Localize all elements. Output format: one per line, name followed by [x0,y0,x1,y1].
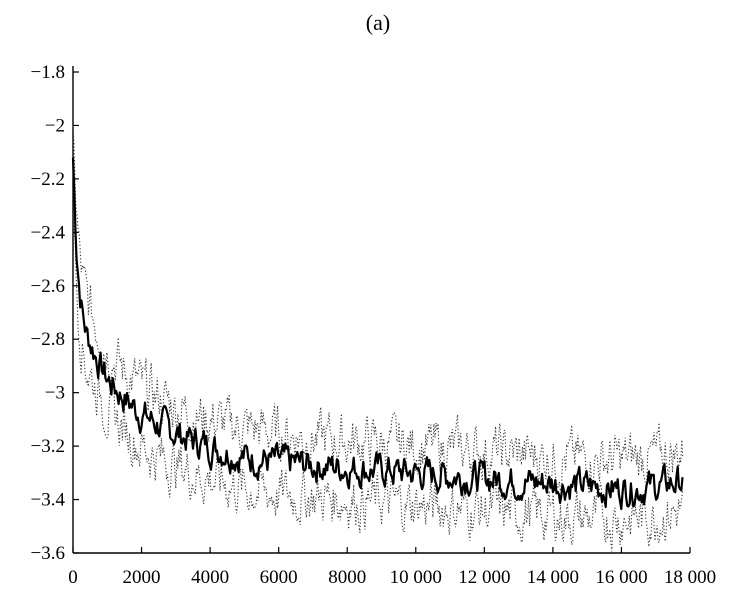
y-tick-label: −3.6 [31,543,65,564]
x-tick-label: 2000 [123,567,161,588]
x-tick-label: 4000 [191,567,229,588]
y-tick-label: −2.2 [31,169,65,190]
x-tick-label: 14 000 [527,567,579,588]
chart-title: (a) [366,10,390,35]
y-tick-label: −3 [45,383,65,404]
y-tick-label: −3.4 [31,490,66,511]
y-tick-label: −2.8 [31,329,65,350]
y-tick-label: −3.2 [31,436,65,457]
y-tick-label: −2.6 [31,276,65,297]
mean-series-line [71,157,684,511]
x-tick-label: 12 000 [458,567,510,588]
x-tick-label: 6000 [260,567,298,588]
y-tick-label: −2.4 [31,222,66,243]
y-tick-label: −1.8 [31,62,65,83]
mean-series [71,157,684,511]
x-tick-label: 10 000 [390,567,442,588]
band-series-line [72,188,684,552]
y-tick-label: −2 [45,115,65,136]
x-tick-label: 8000 [328,567,366,588]
axes: −1.8 −2 −2.2 −2.4 −2.6 −2.8 −3 −3.2 −3.4 −3.60 200… [31,62,717,588]
x-tick-label: 16 000 [595,567,647,588]
x-tick-label: 0 [68,567,78,588]
band-series-line [72,126,684,494]
x-tick-label: 18 000 [664,567,716,588]
